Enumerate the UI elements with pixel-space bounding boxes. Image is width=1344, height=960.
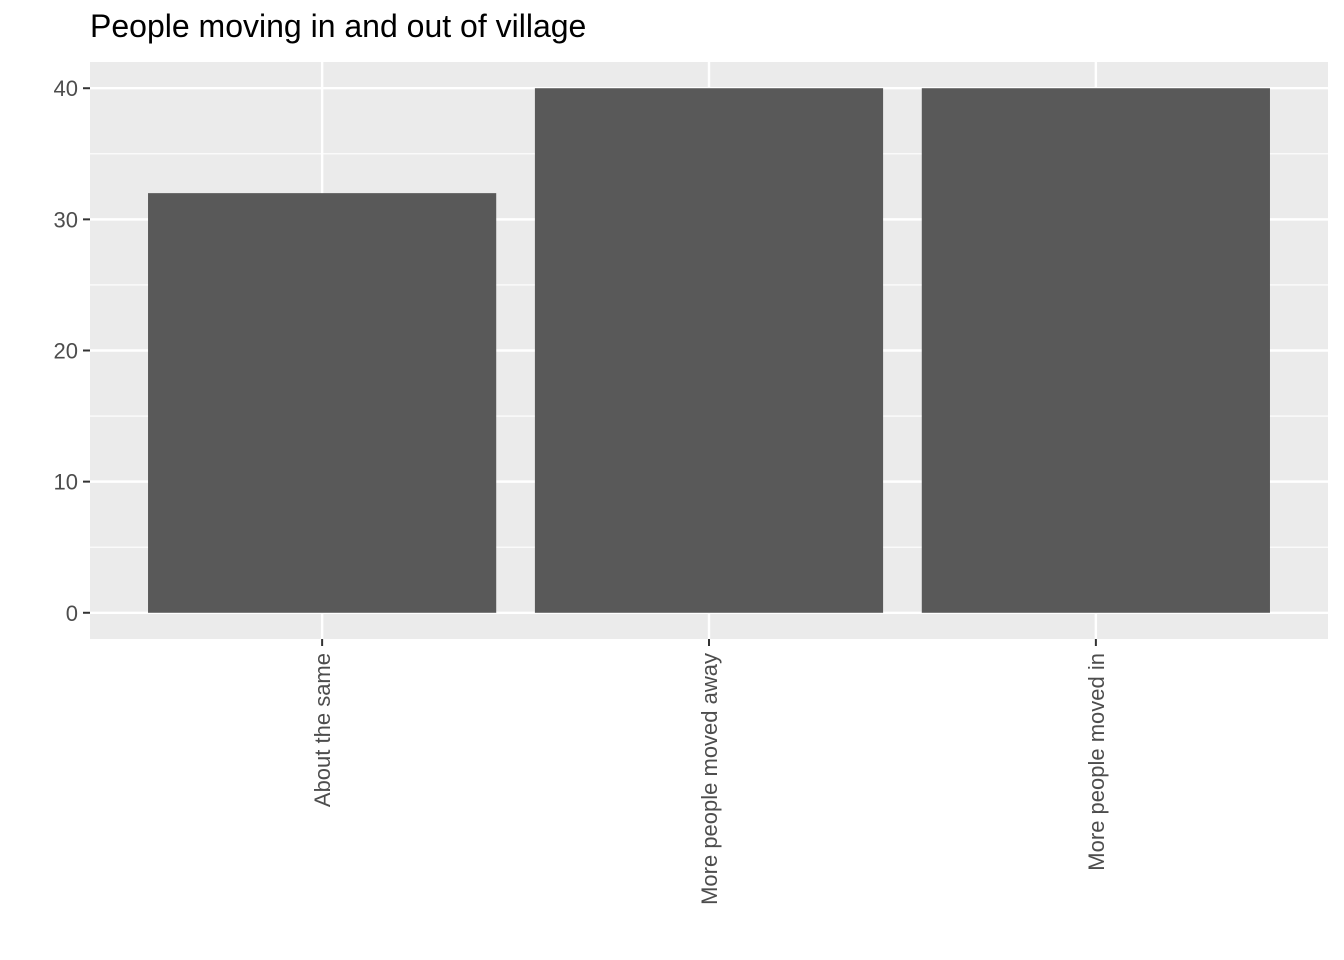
bar bbox=[921, 88, 1270, 613]
y-tick-label: 10 bbox=[54, 470, 78, 495]
x-tick-label: About the same bbox=[310, 653, 335, 807]
bar bbox=[148, 193, 497, 613]
x-axis: About the same More people moved away More… bbox=[310, 639, 1109, 905]
x-tick-label: More people moved away bbox=[697, 653, 722, 905]
y-tick-label: 30 bbox=[54, 207, 78, 232]
y-tick-label: 20 bbox=[54, 339, 78, 364]
y-tick-label: 40 bbox=[54, 76, 78, 101]
bar bbox=[534, 88, 884, 613]
y-tick-label: 0 bbox=[66, 601, 78, 626]
chart-title: People moving in and out of village bbox=[90, 8, 587, 44]
bars bbox=[148, 88, 1270, 613]
x-tick-label: More people moved in bbox=[1084, 653, 1109, 871]
y-axis: 0 10 20 30 40 bbox=[54, 76, 90, 626]
